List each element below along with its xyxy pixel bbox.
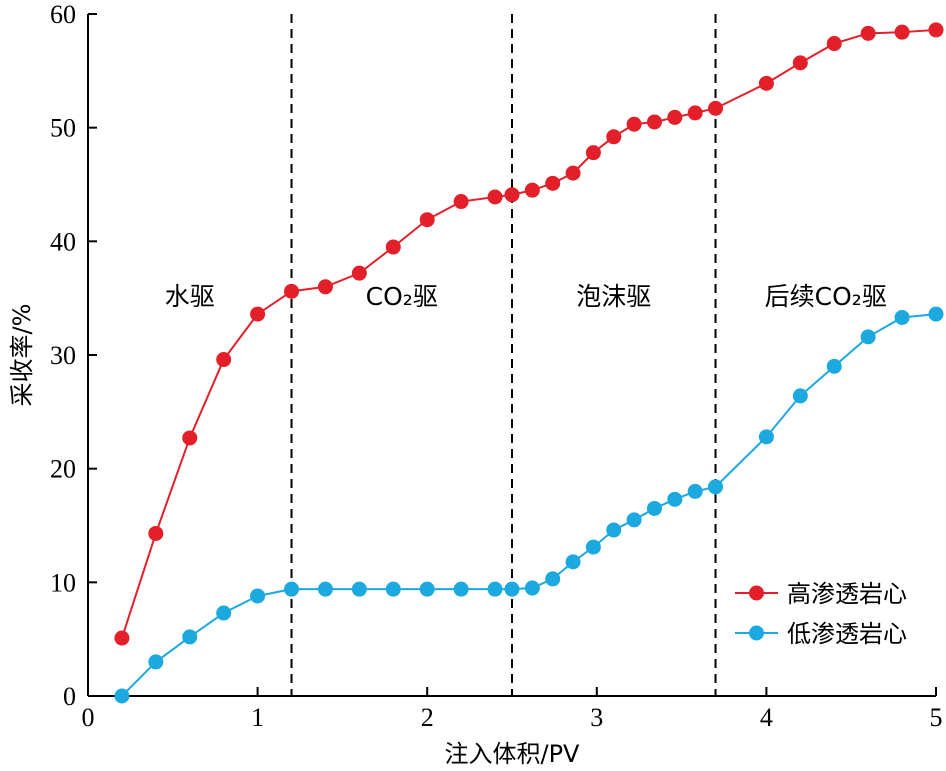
data-point [114,630,130,646]
data-point [453,194,469,210]
data-point [419,581,435,597]
x-tick-label: 5 [930,703,943,732]
data-point [216,605,232,621]
data-point [687,483,703,499]
data-point [565,554,581,570]
data-point [894,24,910,40]
data-point [250,588,266,604]
phase-label: CO₂驱 [366,282,438,311]
data-point [860,25,876,41]
y-tick-label: 40 [50,227,76,256]
data-point [646,500,662,516]
x-tick-label: 0 [82,703,95,732]
series-line [120,28,937,639]
data-point [524,580,540,596]
data-point [545,571,561,587]
y-tick-label: 50 [50,114,76,143]
data-point [928,22,944,38]
data-point [504,187,520,203]
data-point [826,36,842,52]
data-point [317,279,333,295]
data-point [565,165,581,181]
data-point [453,581,469,597]
data-point [250,306,266,322]
y-tick-label: 20 [50,455,76,484]
x-tick-label: 1 [251,703,264,732]
x-tick-label: 2 [421,703,434,732]
data-point [606,522,622,538]
legend-marker [749,585,764,601]
phase-label: 后续CO₂驱 [765,282,887,311]
data-point [585,539,601,555]
data-point [826,358,842,374]
data-point [708,100,724,116]
data-point [351,265,367,281]
data-point [317,581,333,597]
y-tick-label: 0 [63,682,76,711]
y-tick-label: 10 [50,568,76,597]
data-point [487,189,503,205]
data-point [687,105,703,121]
legend-label: 低渗透岩心 [787,620,907,648]
data-point [894,309,910,325]
data-point [504,581,520,597]
data-point [626,116,642,132]
x-axis-title: 注入体积/PV [445,740,581,768]
data-point [284,283,300,299]
plot-area: 0 10 20 30 40 50 60 0 1 2 3 4 5 水驱 CO₂驱 泡沫驱 后续CO₂驱高渗透岩心低… [50,0,944,732]
y-axis-title: 采收率/% [8,304,36,407]
data-point [708,479,724,495]
data-point [419,212,435,228]
data-point [792,55,808,71]
data-point [114,688,130,704]
data-point [585,145,601,161]
legend-marker [749,625,764,641]
y-tick-label: 30 [50,341,76,370]
data-point [928,306,944,322]
data-point [758,429,774,445]
x-tick-label: 3 [590,703,603,732]
data-point [351,581,367,597]
data-point [646,114,662,130]
phase-label: 泡沫驱 [576,282,651,311]
phase-label: 水驱 [165,282,215,311]
data-point [792,388,808,404]
data-point [182,430,198,446]
data-point [284,581,300,597]
data-point [385,581,401,597]
data-point [216,352,232,368]
data-point [606,129,622,145]
data-point [487,581,503,597]
data-point [667,109,683,125]
data-point [182,629,198,645]
x-tick-label: 4 [760,703,773,732]
data-point [758,75,774,91]
data-point [385,239,401,255]
legend-label: 高渗透岩心 [787,580,907,608]
data-point [626,512,642,528]
data-point [667,491,683,507]
data-point [148,654,164,670]
y-tick-label: 60 [50,0,76,29]
data-point [524,182,540,198]
data-point [148,525,164,541]
data-point [545,175,561,191]
data-point [860,329,876,345]
